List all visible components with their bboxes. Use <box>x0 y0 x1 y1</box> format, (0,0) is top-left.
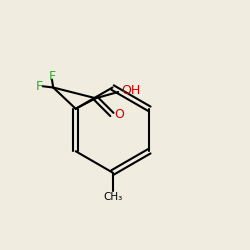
Text: F: F <box>48 70 56 83</box>
Text: OH: OH <box>122 84 141 97</box>
Text: O: O <box>114 108 124 121</box>
Text: CH₃: CH₃ <box>103 192 122 202</box>
Text: F: F <box>36 80 43 93</box>
